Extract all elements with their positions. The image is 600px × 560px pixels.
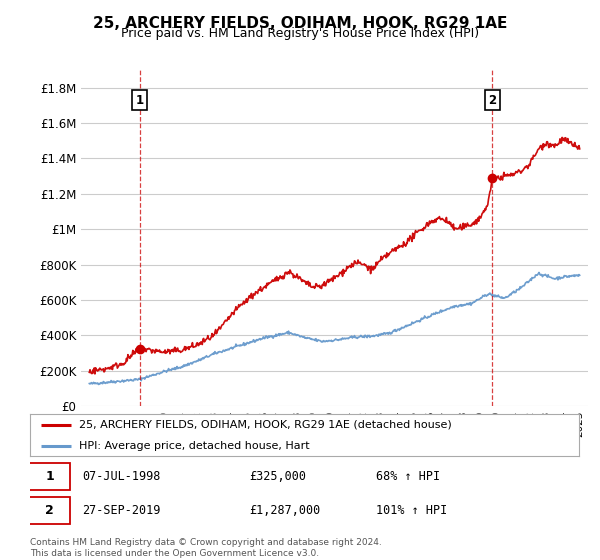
Text: Price paid vs. HM Land Registry's House Price Index (HPI): Price paid vs. HM Land Registry's House … bbox=[121, 27, 479, 40]
Text: 1: 1 bbox=[136, 94, 143, 106]
Text: HPI: Average price, detached house, Hart: HPI: Average price, detached house, Hart bbox=[79, 441, 310, 451]
Text: Contains HM Land Registry data © Crown copyright and database right 2024.
This d: Contains HM Land Registry data © Crown c… bbox=[30, 538, 382, 558]
Text: 25, ARCHERY FIELDS, ODIHAM, HOOK, RG29 1AE (detached house): 25, ARCHERY FIELDS, ODIHAM, HOOK, RG29 1… bbox=[79, 420, 452, 430]
Text: 101% ↑ HPI: 101% ↑ HPI bbox=[376, 504, 447, 517]
Text: 27-SEP-2019: 27-SEP-2019 bbox=[82, 504, 161, 517]
Text: 68% ↑ HPI: 68% ↑ HPI bbox=[376, 470, 440, 483]
FancyBboxPatch shape bbox=[29, 463, 70, 490]
Text: £325,000: £325,000 bbox=[250, 470, 307, 483]
Text: 25, ARCHERY FIELDS, ODIHAM, HOOK, RG29 1AE: 25, ARCHERY FIELDS, ODIHAM, HOOK, RG29 1… bbox=[93, 16, 507, 31]
Text: 07-JUL-1998: 07-JUL-1998 bbox=[82, 470, 161, 483]
Text: 1: 1 bbox=[45, 470, 54, 483]
FancyBboxPatch shape bbox=[29, 497, 70, 524]
Text: £1,287,000: £1,287,000 bbox=[250, 504, 321, 517]
Text: 2: 2 bbox=[45, 504, 54, 517]
Text: 2: 2 bbox=[488, 94, 496, 106]
